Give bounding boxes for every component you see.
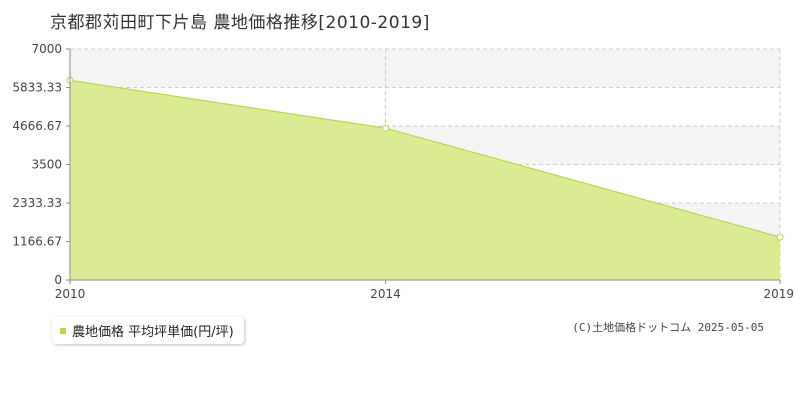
x-tick-label: 2019 <box>763 287 794 301</box>
legend: 農地価格 平均坪単価(円/坪) <box>52 317 244 344</box>
grid-band <box>70 49 780 88</box>
x-tick-label: 2014 <box>370 287 401 301</box>
data-point <box>382 124 390 132</box>
legend-marker-icon <box>60 327 66 334</box>
y-tick-label: 4666.67 <box>12 119 62 133</box>
legend-label: 農地価格 平均坪単価(円/坪) <box>72 325 234 340</box>
y-tick-label: 0 <box>54 273 62 287</box>
y-tick-label: 1166.67 <box>12 234 62 248</box>
y-tick-label: 3500 <box>31 158 62 172</box>
y-tick-label: 7000 <box>31 42 62 56</box>
chart-title: 京都郡苅田町下片島 農地価格推移[2010-2019] <box>50 13 430 33</box>
y-tick-label: 2333.33 <box>12 196 62 210</box>
data-point <box>776 233 784 241</box>
copyright-text: (C)土地価格ドットコム 2025-05-05 <box>572 321 764 334</box>
x-tick-label: 2010 <box>55 287 86 301</box>
series-area <box>70 80 780 280</box>
y-tick-label: 5833.33 <box>12 81 62 95</box>
